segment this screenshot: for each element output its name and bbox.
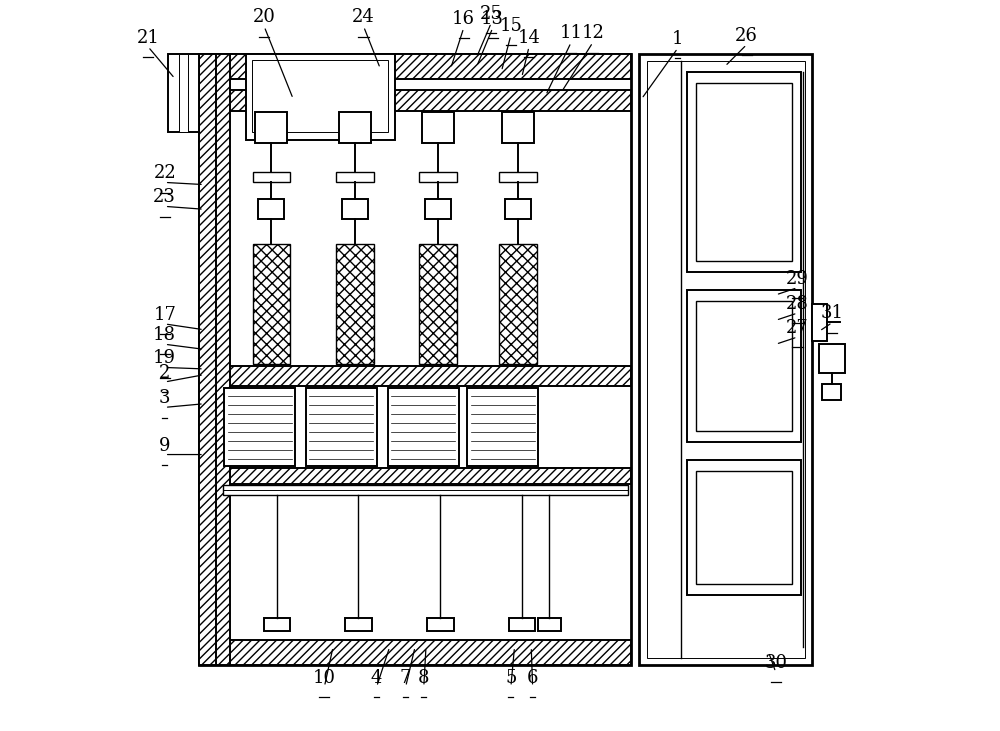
Bar	[219, 640, 631, 665]
Bar	[422, 112, 454, 143]
Text: 20: 20	[253, 8, 276, 26]
Text: 27: 27	[786, 319, 809, 337]
Bar	[687, 72, 801, 272]
Bar	[696, 471, 792, 584]
Text: 8: 8	[418, 669, 430, 686]
Bar	[253, 172, 290, 182]
Bar	[224, 387, 295, 466]
Bar	[812, 304, 827, 341]
Bar	[246, 54, 395, 140]
Bar	[219, 54, 631, 80]
Bar	[223, 485, 628, 495]
Bar	[168, 54, 199, 132]
Bar	[306, 387, 377, 466]
Bar	[467, 387, 538, 466]
Text: 17: 17	[153, 306, 176, 324]
Text: 19: 19	[153, 349, 176, 368]
Text: 22: 22	[153, 164, 176, 183]
Text: 26: 26	[735, 26, 758, 45]
Bar	[819, 344, 845, 374]
Bar	[264, 618, 290, 631]
Bar	[345, 618, 372, 631]
Text: 15: 15	[499, 17, 522, 35]
Text: 25: 25	[480, 5, 503, 23]
Bar	[822, 385, 841, 400]
Bar	[427, 618, 454, 631]
Bar	[339, 112, 371, 143]
Text: 12: 12	[581, 24, 604, 42]
Text: 18: 18	[153, 326, 176, 344]
Text: 7: 7	[400, 669, 411, 686]
Bar	[499, 172, 537, 182]
Text: 2: 2	[159, 364, 170, 382]
Text: 28: 28	[786, 295, 809, 313]
Bar	[687, 289, 801, 442]
Bar	[499, 244, 537, 364]
Text: 10: 10	[313, 669, 336, 686]
Text: 4: 4	[371, 669, 382, 686]
Text: 6: 6	[527, 669, 538, 686]
Bar	[419, 244, 457, 364]
Bar	[342, 199, 368, 219]
Bar	[219, 366, 631, 386]
Bar	[336, 244, 374, 364]
Bar	[502, 112, 534, 143]
Text: 23: 23	[153, 189, 176, 206]
Text: 31: 31	[821, 305, 844, 322]
Bar	[258, 199, 284, 219]
Bar	[509, 618, 535, 631]
Bar	[696, 83, 792, 261]
Text: 16: 16	[452, 10, 475, 28]
Bar	[255, 112, 287, 143]
Text: 1: 1	[672, 30, 684, 48]
Bar	[179, 54, 188, 132]
Bar	[199, 54, 631, 665]
Bar	[639, 54, 812, 665]
Bar	[687, 461, 801, 594]
Text: 21: 21	[137, 29, 159, 47]
Text: 9: 9	[159, 436, 170, 455]
Bar	[538, 618, 561, 631]
Bar	[219, 468, 631, 484]
Bar	[199, 54, 219, 665]
Bar	[336, 172, 374, 182]
Text: 13: 13	[481, 10, 504, 28]
Text: 5: 5	[505, 669, 517, 686]
Bar	[647, 61, 805, 658]
Text: 3: 3	[159, 390, 170, 407]
Bar	[219, 90, 631, 110]
Text: 11: 11	[560, 24, 583, 42]
Bar	[425, 199, 451, 219]
Bar	[505, 199, 531, 219]
Bar	[216, 54, 230, 665]
Bar	[388, 387, 459, 466]
Bar	[252, 60, 388, 132]
Text: 14: 14	[518, 29, 540, 47]
Text: 30: 30	[764, 654, 787, 673]
Bar	[696, 300, 792, 431]
Text: 24: 24	[352, 8, 375, 26]
Bar	[419, 172, 457, 182]
Text: 29: 29	[786, 270, 809, 287]
Bar	[253, 244, 290, 364]
